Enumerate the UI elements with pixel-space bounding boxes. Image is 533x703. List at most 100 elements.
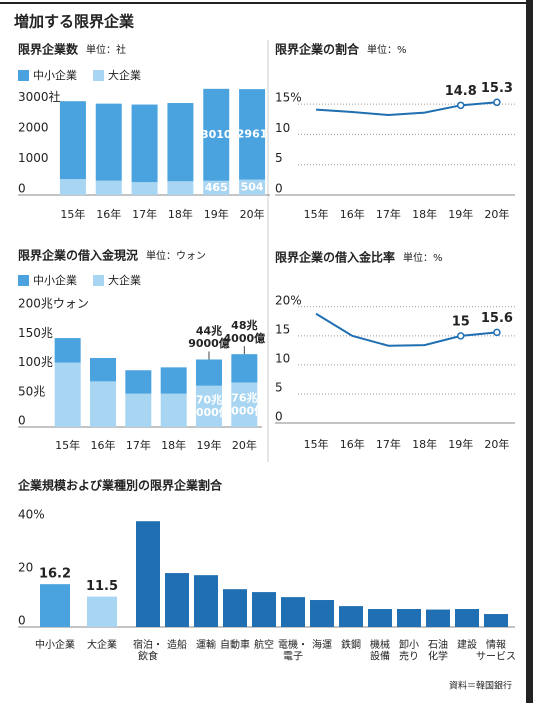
edge-bar: [526, 0, 533, 703]
y-tick-label: 40%: [18, 508, 45, 522]
x-tick-label: 20年: [232, 438, 257, 452]
value-label: 465: [205, 181, 228, 194]
x-tick-label: 15年: [60, 207, 85, 221]
x-tick-label: 中小企業: [35, 638, 75, 651]
point: [457, 101, 465, 110]
value-label: 3010: [201, 128, 232, 141]
bar: [455, 609, 479, 627]
y-tick-label: 0: [18, 614, 26, 628]
x-tick-label: 19年: [448, 437, 473, 451]
bar: [339, 606, 363, 627]
value-label: 15.6: [481, 311, 513, 326]
legend-swatch: [18, 275, 29, 286]
y-tick-label: 10: [275, 351, 290, 365]
bar-segment: [196, 359, 222, 386]
y-tick-label: 0: [275, 182, 283, 196]
y-tick-label: 5: [275, 380, 283, 394]
value-label: 14.8: [445, 84, 477, 99]
bar-segment: [203, 180, 230, 195]
value-label: 70兆 5000億: [188, 392, 230, 419]
page-title: 増加する限界企業: [14, 13, 135, 31]
bar-segment: [231, 382, 258, 427]
y-tick-label: 20%: [275, 293, 302, 307]
bar-segment: [59, 101, 86, 180]
y-tick-label: 1000: [18, 151, 49, 165]
legend-swatch: [93, 275, 104, 286]
legend-label: 中小企業: [33, 273, 77, 287]
value-label: 16.2: [39, 567, 71, 582]
x-tick-label: 卸小売り: [399, 638, 419, 663]
x-tick-label: 造船: [167, 638, 187, 651]
x-tick-label: 18年: [412, 437, 437, 451]
bar: [252, 592, 276, 627]
bar: [194, 575, 218, 627]
bar: [397, 609, 421, 627]
chart-title: 限界企業の割合: [275, 42, 360, 57]
x-tick-label: 電機・電子: [278, 638, 308, 663]
legend-label: 中小企業: [33, 68, 77, 82]
y-tick-label: 3000社: [18, 89, 61, 104]
x-tick-label: 16年: [340, 207, 365, 221]
x-tick-label: 海運: [312, 638, 332, 651]
unit-label: 単位：%: [367, 43, 407, 56]
bar-segment: [125, 370, 152, 394]
bar-segment: [239, 89, 266, 180]
x-tick-label: 宿泊・飲食: [133, 638, 163, 663]
bar-segment: [95, 103, 122, 181]
line: [316, 101, 498, 117]
x-tick-label: 16年: [91, 438, 116, 452]
bar-segment: [95, 180, 122, 195]
bar-segment: [231, 354, 258, 383]
bar: [368, 609, 392, 627]
y-tick-label: 100兆: [18, 355, 53, 369]
legend-label: 大企業: [108, 68, 141, 82]
value-label: 44兆 9000億: [188, 323, 230, 350]
chart-title: 限界企業数: [18, 42, 79, 57]
x-tick-label: 17年: [132, 207, 157, 221]
line: [315, 312, 498, 347]
x-tick-label: 20年: [240, 207, 265, 221]
bar: [310, 600, 334, 627]
x-tick-label: 18年: [412, 207, 437, 221]
bar: [484, 614, 508, 627]
bar-segment: [239, 179, 266, 195]
bar-segment: [59, 179, 86, 195]
point: [493, 98, 501, 107]
x-tick-label: 20年: [484, 207, 509, 221]
y-tick-label: 2000: [18, 120, 49, 134]
x-tick-label: 運輸: [196, 638, 216, 651]
bar: [136, 521, 160, 627]
x-tick-label: 自動車: [220, 638, 250, 651]
source: 資料＝韓国銀行: [449, 680, 512, 692]
y-tick-label: 15%: [275, 91, 302, 105]
x-tick-label: 石油化学: [428, 638, 448, 663]
bar-segment: [160, 367, 187, 394]
bar-segment: [54, 362, 81, 427]
bar-segment: [167, 103, 194, 182]
chart-title: 限界企業の借入金比率: [275, 250, 395, 265]
x-tick-label: 17年: [376, 207, 401, 221]
bar: [165, 573, 189, 627]
value-label: 48兆 4000億: [224, 318, 266, 345]
y-tick-label: 150兆: [18, 326, 53, 340]
point: [457, 332, 465, 340]
x-tick-label: 17年: [376, 437, 401, 451]
x-tick-label: 19年: [197, 438, 222, 452]
x-tick-label: 情報サービス: [476, 638, 516, 663]
unit-label: 単位：ウォン: [146, 249, 206, 262]
bar-segment: [90, 357, 116, 382]
y-tick-label: 200兆ウォン: [18, 297, 89, 311]
bar-segment: [160, 393, 187, 427]
y-tick-label: 50兆: [18, 384, 45, 398]
y-tick-label: 15: [275, 322, 290, 336]
x-tick-label: 18年: [161, 438, 186, 452]
unit-label: 単位：%: [403, 251, 443, 264]
value-label: 15.3: [481, 81, 513, 96]
x-tick-label: 大企業: [87, 638, 117, 651]
x-tick-label: 機械設備: [370, 638, 390, 663]
bar-segment: [196, 385, 222, 427]
x-tick-label: 18年: [168, 207, 193, 221]
bar: [40, 584, 70, 627]
